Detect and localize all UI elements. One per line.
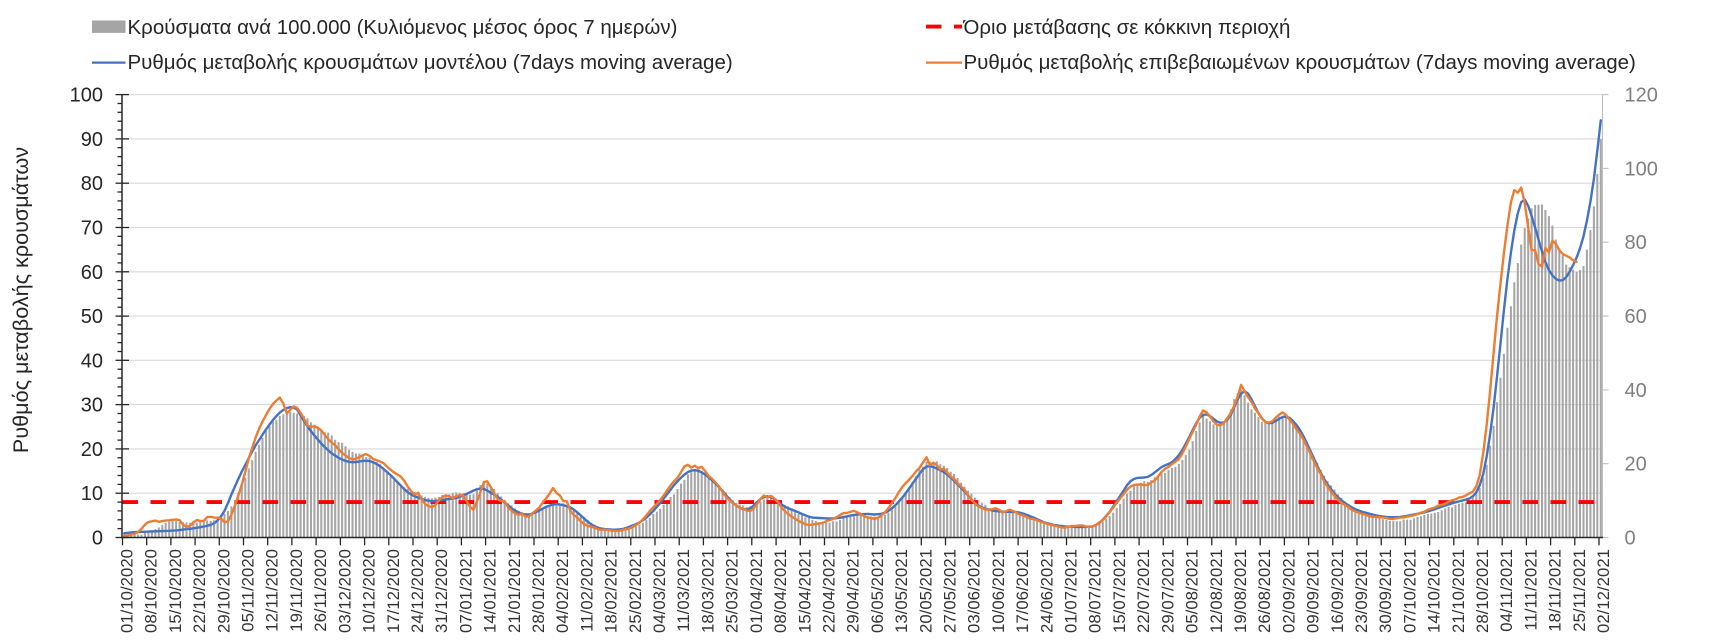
svg-text:Ρυθμός μεταβολής επιβεβαιωμένω: Ρυθμός μεταβολής επιβεβαιωμένων κρουσμάτ…	[964, 51, 1636, 74]
svg-text:100: 100	[1625, 158, 1658, 180]
svg-text:10/06/2021: 10/06/2021	[989, 549, 1008, 633]
svg-text:31/12/2020: 31/12/2020	[432, 549, 451, 633]
svg-text:11/02/2021: 11/02/2021	[577, 549, 596, 632]
svg-text:22/04/2021: 22/04/2021	[820, 549, 839, 633]
svg-text:15/10/2020: 15/10/2020	[166, 549, 185, 633]
svg-text:28/10/2021: 28/10/2021	[1473, 549, 1492, 633]
svg-text:05/08/2021: 05/08/2021	[1183, 549, 1202, 633]
svg-text:0: 0	[92, 528, 103, 550]
svg-text:14/10/2021: 14/10/2021	[1425, 549, 1444, 633]
svg-text:0: 0	[1625, 528, 1636, 550]
svg-text:22/10/2020: 22/10/2020	[190, 549, 209, 633]
svg-text:29/10/2020: 29/10/2020	[214, 549, 233, 633]
svg-text:08/04/2021: 08/04/2021	[771, 549, 790, 633]
svg-text:04/11/2021: 04/11/2021	[1497, 549, 1516, 632]
svg-text:07/10/2021: 07/10/2021	[1400, 549, 1419, 633]
svg-text:11/11/2021: 11/11/2021	[1521, 549, 1540, 631]
svg-text:01/10/2020: 01/10/2020	[118, 549, 137, 633]
svg-text:23/09/2021: 23/09/2021	[1352, 549, 1371, 633]
svg-text:15/07/2021: 15/07/2021	[1110, 549, 1129, 633]
svg-text:Όριο μετάβασης σε κόκκινη περι: Όριο μετάβασης σε κόκκινη περιοχή	[963, 16, 1291, 39]
svg-text:13/05/2021: 13/05/2021	[892, 549, 911, 633]
svg-text:80: 80	[1625, 232, 1647, 254]
svg-text:22/07/2021: 22/07/2021	[1134, 549, 1153, 633]
svg-text:30/09/2021: 30/09/2021	[1376, 549, 1395, 633]
svg-text:26/08/2021: 26/08/2021	[1255, 549, 1274, 633]
svg-text:20/05/2021: 20/05/2021	[916, 549, 935, 633]
svg-text:14/01/2021: 14/01/2021	[481, 549, 500, 633]
svg-text:01/04/2021: 01/04/2021	[747, 549, 766, 633]
svg-text:12/08/2021: 12/08/2021	[1207, 549, 1226, 633]
svg-text:100: 100	[70, 85, 103, 107]
svg-text:26/11/2020: 26/11/2020	[311, 549, 330, 632]
svg-text:21/01/2021: 21/01/2021	[505, 549, 524, 633]
svg-text:Ρυθμός μεταβολής κρουσμάτων μο: Ρυθμός μεταβολής κρουσμάτων μοντέλου (7d…	[128, 51, 733, 74]
svg-text:05/11/2020: 05/11/2020	[239, 549, 258, 632]
svg-text:24/06/2021: 24/06/2021	[1037, 549, 1056, 633]
svg-text:29/07/2021: 29/07/2021	[1158, 549, 1177, 633]
svg-text:09/09/2021: 09/09/2021	[1304, 549, 1323, 633]
svg-text:01/07/2021: 01/07/2021	[1062, 549, 1081, 633]
svg-text:10/12/2020: 10/12/2020	[360, 549, 379, 633]
svg-text:90: 90	[81, 129, 103, 151]
svg-text:18/11/2021: 18/11/2021	[1546, 549, 1565, 632]
svg-text:03/12/2020: 03/12/2020	[335, 549, 354, 633]
svg-text:12/11/2020: 12/11/2020	[263, 549, 282, 632]
svg-text:20: 20	[1625, 454, 1647, 476]
svg-text:18/03/2021: 18/03/2021	[698, 549, 717, 633]
svg-text:04/03/2021: 04/03/2021	[650, 549, 669, 633]
svg-text:Ρυθμός μεταβολής κρουσμάτων: Ρυθμός μεταβολής κρουσμάτων	[8, 147, 33, 453]
svg-text:24/12/2020: 24/12/2020	[408, 549, 427, 633]
svg-text:08/10/2020: 08/10/2020	[142, 549, 161, 633]
svg-text:40: 40	[1625, 380, 1647, 402]
svg-text:06/05/2021: 06/05/2021	[868, 549, 887, 633]
svg-text:80: 80	[81, 173, 103, 195]
svg-text:25/03/2021: 25/03/2021	[723, 549, 742, 633]
svg-text:17/06/2021: 17/06/2021	[1013, 549, 1032, 633]
svg-text:60: 60	[81, 262, 103, 284]
svg-text:25/11/2021: 25/11/2021	[1570, 549, 1589, 632]
svg-text:40: 40	[81, 350, 103, 372]
svg-text:60: 60	[1625, 306, 1647, 328]
svg-text:02/12/2021: 02/12/2021	[1594, 549, 1613, 633]
svg-text:70: 70	[81, 218, 103, 240]
svg-text:02/09/2021: 02/09/2021	[1279, 549, 1298, 633]
svg-text:27/05/2021: 27/05/2021	[941, 549, 960, 633]
svg-text:15/04/2021: 15/04/2021	[795, 549, 814, 633]
svg-text:20: 20	[81, 439, 103, 461]
svg-text:Κρούσματα ανά 100.000 (Κυλιόμε: Κρούσματα ανά 100.000 (Κυλιόμενος μέσος …	[128, 16, 678, 39]
svg-text:17/12/2020: 17/12/2020	[384, 549, 403, 633]
svg-text:21/10/2021: 21/10/2021	[1449, 549, 1468, 633]
svg-text:18/02/2021: 18/02/2021	[602, 549, 621, 633]
svg-text:120: 120	[1625, 85, 1658, 107]
svg-text:19/11/2020: 19/11/2020	[287, 549, 306, 632]
svg-text:16/09/2021: 16/09/2021	[1328, 549, 1347, 633]
svg-text:07/01/2021: 07/01/2021	[456, 549, 475, 633]
svg-text:19/08/2021: 19/08/2021	[1231, 549, 1250, 633]
svg-text:30: 30	[81, 395, 103, 417]
svg-text:10: 10	[81, 483, 103, 505]
svg-text:03/06/2021: 03/06/2021	[965, 549, 984, 633]
svg-text:28/01/2021: 28/01/2021	[529, 549, 548, 633]
svg-text:25/02/2021: 25/02/2021	[626, 549, 645, 633]
svg-text:50: 50	[81, 306, 103, 328]
svg-text:04/02/2021: 04/02/2021	[553, 549, 572, 633]
svg-text:11/03/2021: 11/03/2021	[674, 549, 693, 632]
svg-text:29/04/2021: 29/04/2021	[844, 549, 863, 633]
svg-text:08/07/2021: 08/07/2021	[1086, 549, 1105, 633]
